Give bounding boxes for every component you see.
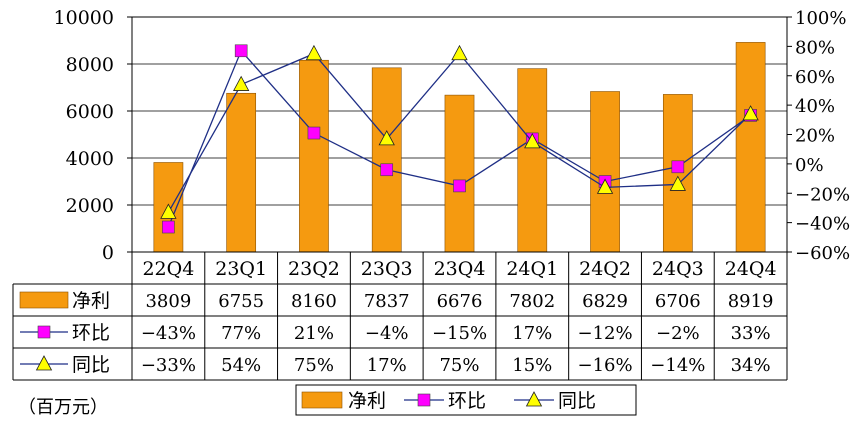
marker-square [162,220,175,234]
y2-tick-label: 40% [795,96,835,117]
bar-net-profit [226,92,257,253]
marker-square [307,126,321,140]
marker-square [417,393,431,407]
data-label: 8919 [728,291,774,312]
marker-triangle [596,178,614,194]
data-label: 34% [731,355,771,376]
data-label: 6829 [582,291,628,312]
data-label: 17% [367,355,407,376]
legend-label: 环比 [448,390,486,412]
x-tick-label: 23Q3 [361,258,413,280]
unit-note: （百万元） [18,397,108,418]
y2-tick-label: −60% [795,243,850,264]
y-tick-label: 6000 [66,101,114,123]
marker-triangle [524,132,541,149]
data-label: −2% [656,323,700,344]
data-label: 21% [294,323,334,344]
data-label: 6676 [437,291,483,312]
marker-triangle [669,175,687,191]
data-label: 6706 [655,291,701,312]
data-label: 54% [221,355,261,376]
y2-tick-label: 80% [795,37,835,58]
table-key-bar [19,291,69,309]
bar-net-profit [444,94,475,253]
x-tick-label: 22Q4 [142,258,194,280]
legend-key-bar [301,391,343,409]
data-label: −43% [141,323,196,344]
data-label: 8160 [291,291,337,312]
marker-triangle [35,355,53,371]
data-label: −16% [578,355,633,376]
bar-net-profit [371,67,402,253]
data-label: 77% [221,323,261,344]
x-tick-label: 24Q4 [725,258,777,280]
y2-tick-label: −20% [795,184,850,205]
data-label: −15% [432,323,487,344]
x-tick-label: 24Q2 [579,258,631,280]
y-tick-label: 4000 [66,148,114,170]
y2-tick-label: 20% [795,126,835,147]
y2-tick-label: −40% [795,214,850,235]
bar-net-profit [517,68,548,253]
marker-square [453,179,466,193]
x-tick-label: 23Q2 [288,258,340,280]
y-tick-label: 10000 [54,7,114,29]
marker-triangle [742,105,759,121]
marker-triangle [451,44,468,61]
data-label: 7802 [509,291,555,312]
legend-box [295,384,637,416]
data-label: 6755 [218,291,264,312]
table-row-header: 同比 [72,354,110,376]
data-label: 17% [512,323,552,344]
x-tick-label: 24Q3 [652,258,704,280]
y2-tick-label: 0% [795,155,824,176]
data-label: 15% [512,355,552,376]
legend-label: 同比 [558,390,596,412]
marker-square [380,163,394,177]
y-tick-label: 0 [102,242,114,264]
data-label: 7837 [364,291,410,312]
y-tick-label: 2000 [66,195,114,217]
data-label: 75% [439,355,479,376]
data-label: −14% [650,355,705,376]
data-label: −12% [578,323,633,344]
data-label: −33% [141,355,196,376]
table-row-header: 环比 [72,322,110,344]
x-tick-label: 23Q4 [434,258,486,280]
marker-triangle [525,391,543,407]
bar-net-profit [299,59,329,253]
data-label: 75% [294,355,334,376]
data-label: 3809 [145,291,191,312]
bar-net-profit [590,91,620,253]
marker-triangle [160,203,177,219]
marker-triangle [378,130,395,146]
bar-net-profit [735,42,766,253]
data-label: 33% [731,323,771,344]
x-tick-label: 23Q1 [215,258,267,280]
y-tick-label: 8000 [66,54,114,76]
legend-label: 净利 [348,390,386,412]
bar-net-profit [662,94,693,253]
data-label: −4% [365,323,409,344]
y2-tick-label: 60% [795,67,835,88]
marker-square [671,160,685,174]
table-row-header: 净利 [72,290,110,312]
marker-triangle [232,75,250,91]
marker-triangle [305,44,323,61]
marker-square [37,325,51,339]
x-tick-label: 24Q1 [506,258,558,280]
marker-square [234,44,248,58]
y2-tick-label: 100% [795,8,846,29]
